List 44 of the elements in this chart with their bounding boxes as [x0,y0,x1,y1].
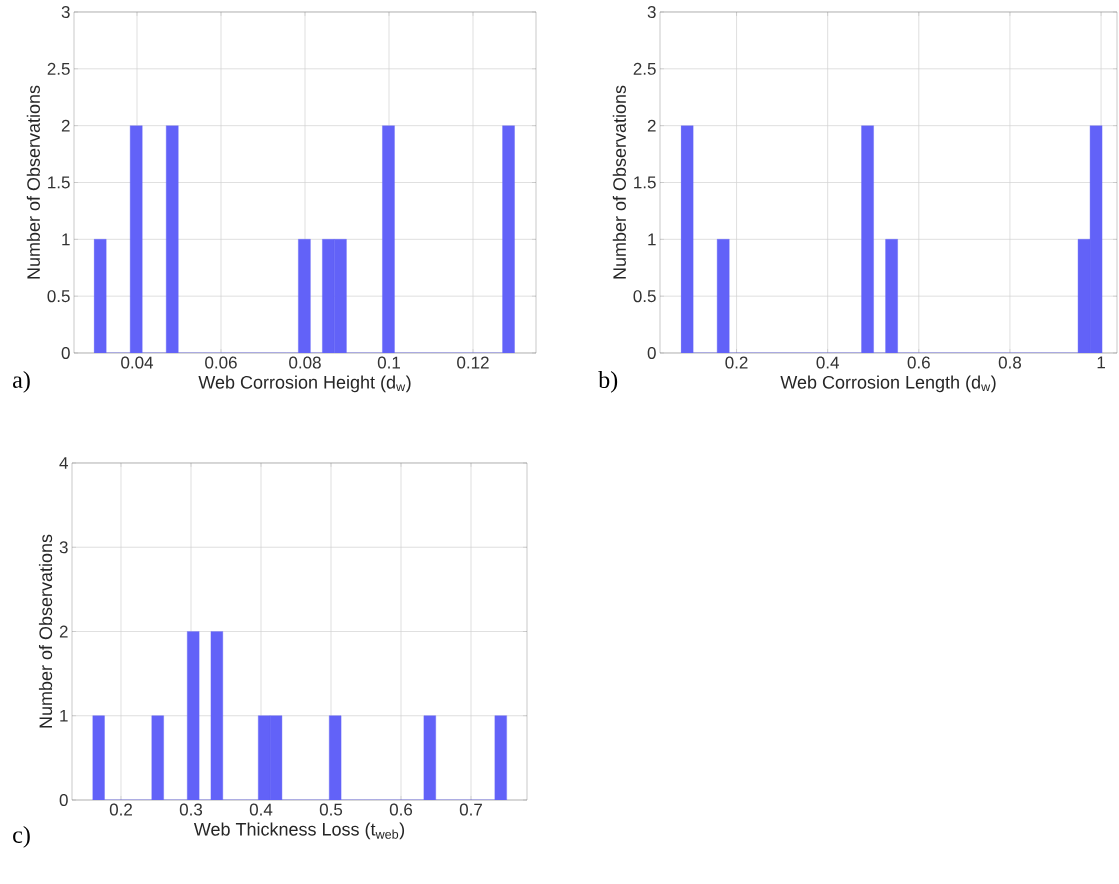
x-tick-label: 0.06 [205,356,237,369]
y-tick-label: 2 [61,119,70,132]
y-tick-label: 4 [59,457,68,469]
x-tick-label: 0.8 [998,356,1022,369]
x-tick-label: 0.1 [377,356,400,369]
x-tick-label: 0.6 [907,356,930,369]
y-tick-label: 3 [61,5,70,19]
y-tick-label: 0 [59,793,68,807]
y-tick-label: 1 [648,233,656,246]
y-tick-label: 0.5 [47,290,70,303]
y-tick-label: 3 [59,541,68,554]
y-tick-label: 0 [61,346,70,360]
x-tick-label: 0.5 [319,803,343,816]
x-tick-label: 0.4 [249,803,273,816]
y-tick-label: 1.5 [48,176,70,189]
x-tick-label: 0.7 [459,803,482,816]
x-tick-label: 0.2 [109,803,132,816]
x-tick-label: 0.3 [179,803,203,816]
y-axis-title: Number of Observations [612,85,626,279]
y-tick-label: 2.5 [47,62,70,75]
y-tick-label: 3 [647,5,656,19]
x-tick-label: 0.04 [121,356,154,369]
y-tick-label: 2.5 [633,62,656,75]
x-tick-label: 0.6 [389,803,413,816]
x-tick-label: 1 [1097,356,1105,369]
y-tick-label: 2 [59,625,68,638]
text: c) [13,826,30,848]
y-tick-label: 0 [647,346,656,360]
text: b) [598,371,618,393]
y-tick-label: 1.5 [634,176,656,189]
x-axis-title: Web Thickness Loss (t$_{web}$) [193,822,405,840]
x-tick-label: 0.4 [816,356,839,369]
x-tick-label: 0.2 [725,356,748,369]
y-tick-label: 0.5 [633,290,656,303]
y-tick-label: 2 [647,119,656,132]
text: a) [13,371,30,393]
x-axis-title: Web Corrosion Height (d$_{w}$) [198,375,411,393]
y-axis-title: Number of Observations [38,534,53,728]
y-tick-label: 1 [62,233,70,246]
x-axis-title: Web Corrosion Length (d$_{w}$) [780,375,996,393]
y-axis-title: Number of Observations [26,85,40,279]
x-tick-label: 0.12 [457,356,489,369]
y-tick-label: 1 [60,709,68,722]
x-tick-label: 0.08 [289,356,321,369]
